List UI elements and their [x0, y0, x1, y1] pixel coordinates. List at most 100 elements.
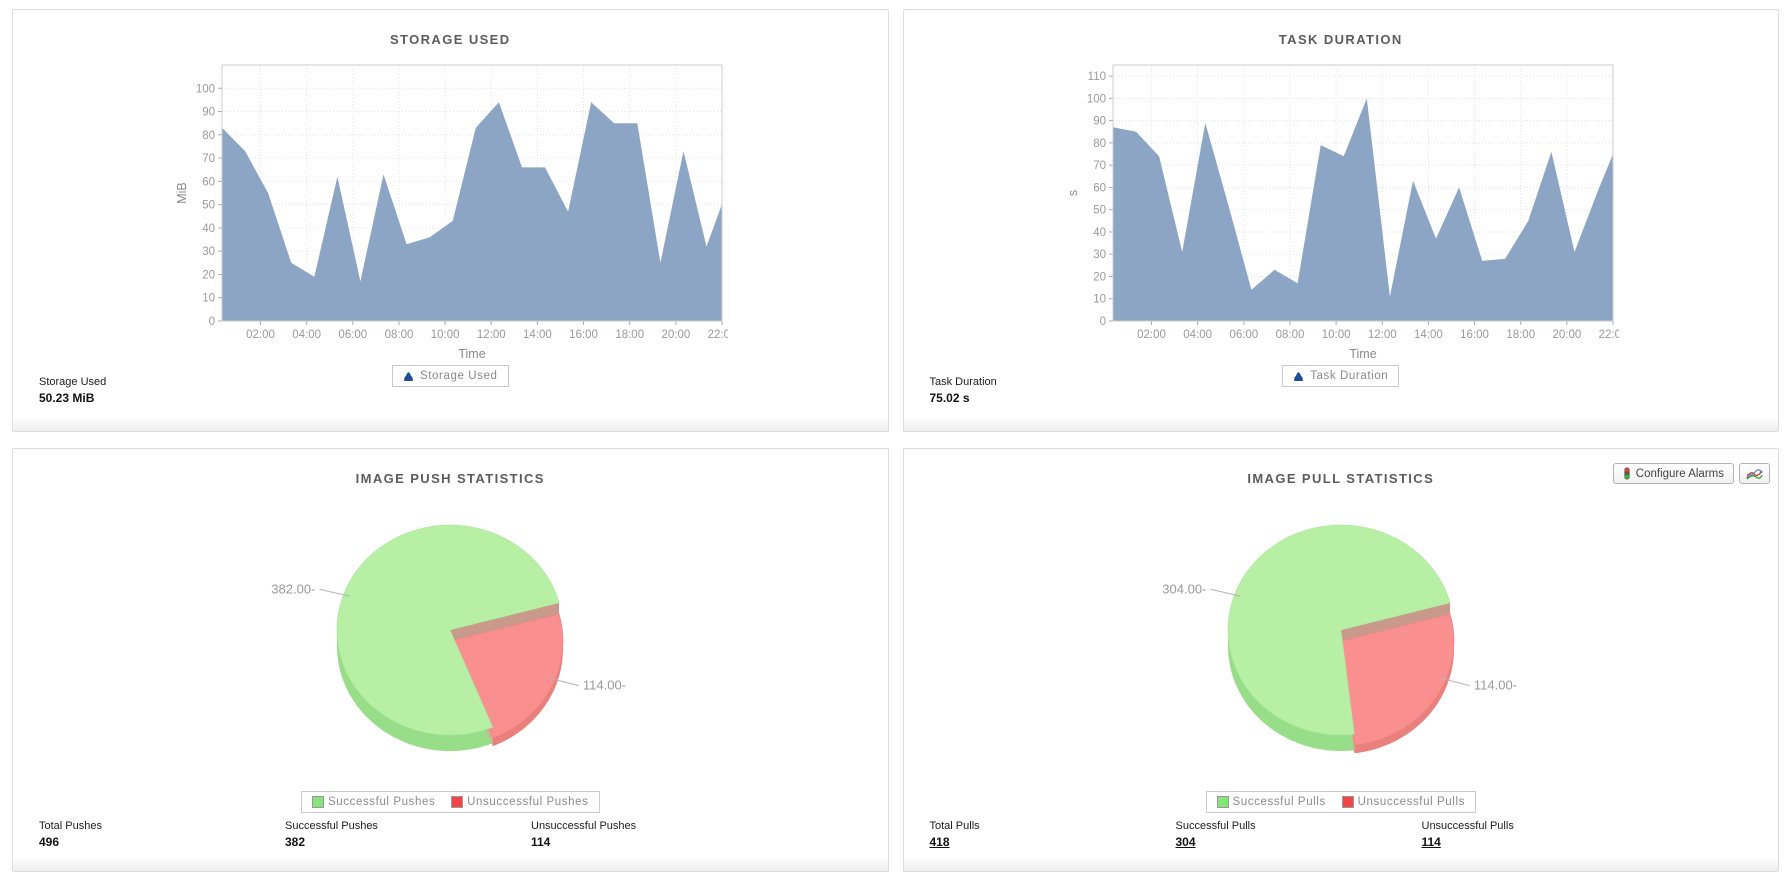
legend-swatch-success	[311, 796, 324, 808]
svg-text:14:00: 14:00	[1414, 329, 1443, 341]
legend-item-unsuccessful-pushes[interactable]: Unsuccessful Pushes	[451, 796, 588, 808]
svg-text:02:00: 02:00	[1137, 329, 1166, 341]
area-series-icon	[404, 371, 413, 381]
stat-value: 496	[39, 835, 60, 849]
svg-text:Time: Time	[1349, 347, 1376, 361]
svg-text:20: 20	[1093, 271, 1106, 283]
stat-successful-pulls: Successful Pulls 304	[1176, 820, 1422, 849]
svg-text:22:00: 22:00	[1598, 329, 1618, 341]
legend-label: Unsuccessful Pushes	[467, 796, 589, 808]
svg-text:80: 80	[1093, 138, 1106, 150]
svg-text:40: 40	[202, 223, 215, 235]
svg-text:s: s	[1066, 190, 1080, 196]
stat-unsuccessful-pushes: Unsuccessful Pushes 114	[531, 820, 777, 849]
svg-text:04:00: 04:00	[293, 329, 322, 341]
legend-task-duration[interactable]: Task Duration	[1282, 365, 1400, 387]
svg-text:50: 50	[1093, 205, 1106, 217]
mini-chart-icon	[1746, 468, 1763, 480]
stat-value[interactable]: 418	[929, 835, 950, 849]
svg-text:80: 80	[202, 130, 215, 142]
panel-title-task-duration: TASK DURATION	[1278, 32, 1403, 47]
svg-text:10: 10	[1093, 294, 1106, 306]
svg-text:04:00: 04:00	[1183, 329, 1212, 341]
svg-text:50: 50	[202, 200, 215, 212]
storage-used-area-chart: 02:00 04:00 06:00 08:00 10:00 12:00 14:00 16:00…	[175, 64, 728, 361]
svg-text:114.00-: 114.00-	[583, 678, 626, 693]
legend-storage-used[interactable]: Storage Used	[391, 365, 509, 387]
svg-text:12:00: 12:00	[1368, 329, 1397, 341]
stat-total-pulls: Total Pulls 418	[930, 820, 1176, 849]
svg-text:Time: Time	[459, 347, 486, 361]
svg-text:16:00: 16:00	[569, 329, 598, 341]
stat-label-storage-used: Storage Used	[39, 376, 107, 388]
legend-label: Unsuccessful Pulls	[1357, 796, 1465, 808]
svg-text:60: 60	[1093, 182, 1106, 194]
stat-label-task-duration: Task Duration	[929, 376, 997, 388]
image-pull-pie-chart: 304.00- 114.00-	[1162, 524, 1517, 754]
svg-text:70: 70	[202, 153, 215, 165]
svg-text:20:00: 20:00	[1552, 329, 1581, 341]
svg-text:114.00-: 114.00-	[1474, 678, 1517, 693]
legend-label: Storage Used	[419, 370, 498, 382]
svg-text:06:00: 06:00	[339, 329, 368, 341]
configure-alarms-button[interactable]: Configure Alarms	[1612, 463, 1734, 484]
panel-title-storage-used: STORAGE USED	[389, 32, 511, 47]
svg-text:382.00-: 382.00-	[272, 581, 316, 596]
legend-swatch-success	[1216, 796, 1229, 808]
panel-actions: Configure Alarms	[1612, 463, 1770, 484]
svg-text:14:00: 14:00	[523, 329, 552, 341]
svg-text:MiB: MiB	[175, 182, 189, 204]
svg-text:10: 10	[202, 293, 215, 305]
svg-text:22:00: 22:00	[708, 329, 728, 341]
stat-value-task-duration: 75.02 s	[929, 391, 970, 405]
svg-text:60: 60	[202, 176, 215, 188]
panel-title-image-push: IMAGE PUSH STATISTICS	[355, 471, 545, 486]
svg-text:0: 0	[209, 316, 215, 328]
stats-row-image-push: Total Pushes 496 Successful Pushes 382 Unsuc…	[39, 820, 878, 849]
legend-label: Successful Pulls	[1232, 796, 1326, 808]
stat-successful-pushes: Successful Pushes 382	[285, 820, 531, 849]
svg-text:06:00: 06:00	[1229, 329, 1258, 341]
stat-label: Total Pushes	[39, 820, 102, 832]
svg-text:30: 30	[202, 246, 215, 258]
stat-label: Successful Pushes	[285, 820, 378, 832]
stat-value: 382	[285, 835, 306, 849]
svg-text:16:00: 16:00	[1460, 329, 1489, 341]
stat-value[interactable]: 114	[1421, 835, 1441, 849]
legend-swatch-fail	[451, 796, 464, 808]
svg-text:10:00: 10:00	[1321, 329, 1350, 341]
panel-image-push-statistics: IMAGE PUSH STATISTICS 382.00- 114.00- Suc…	[12, 448, 889, 872]
legend-image-pull[interactable]: Successful Pulls Unsuccessful Pulls	[1205, 791, 1476, 813]
svg-text:20: 20	[202, 269, 215, 281]
legend-item-successful-pulls[interactable]: Successful Pulls	[1216, 796, 1326, 808]
stat-label: Total Pulls	[929, 820, 980, 832]
image-push-pie-chart: 382.00- 114.00-	[272, 524, 626, 752]
stat-value[interactable]: 304	[1175, 835, 1196, 849]
area-series-icon	[1294, 371, 1303, 381]
panel-task-duration: TASK DURATION 02:00 04:00 06:00 08:00 10:00 1…	[902, 9, 1779, 432]
legend-label: Task Duration	[1310, 370, 1389, 382]
svg-text:100: 100	[196, 83, 215, 95]
legend-item-successful-pushes[interactable]: Successful Pushes	[311, 796, 435, 808]
svg-text:20:00: 20:00	[662, 329, 691, 341]
chart-view-button[interactable]	[1739, 463, 1770, 484]
stat-total-pushes: Total Pushes 496	[39, 820, 285, 849]
svg-text:100: 100	[1087, 93, 1106, 105]
stat-label: Unsuccessful Pulls	[1421, 820, 1514, 832]
legend-item-unsuccessful-pulls[interactable]: Unsuccessful Pulls	[1341, 796, 1465, 808]
alarm-traffic-light-icon	[1624, 467, 1630, 480]
svg-text:304.00-: 304.00-	[1162, 581, 1206, 596]
panel-storage-used: STORAGE USED 02:00 04:00 06:00 08:00 10:00 12…	[12, 9, 889, 432]
legend-image-push[interactable]: Successful Pushes Unsuccessful Pushes	[300, 791, 600, 813]
svg-text:90: 90	[1093, 116, 1106, 128]
legend-swatch-fail	[1341, 796, 1354, 808]
stats-row-image-pull: Total Pulls 418 Successful Pulls 304 Unsucce…	[930, 820, 1769, 849]
stat-value: 114	[531, 835, 551, 849]
stat-unsuccessful-pulls: Unsuccessful Pulls 114	[1422, 820, 1668, 849]
stat-value-storage-used: 50.23 MiB	[39, 391, 95, 405]
svg-text:12:00: 12:00	[477, 329, 506, 341]
svg-text:10:00: 10:00	[431, 329, 460, 341]
svg-text:02:00: 02:00	[246, 329, 275, 341]
svg-text:110: 110	[1087, 71, 1105, 83]
